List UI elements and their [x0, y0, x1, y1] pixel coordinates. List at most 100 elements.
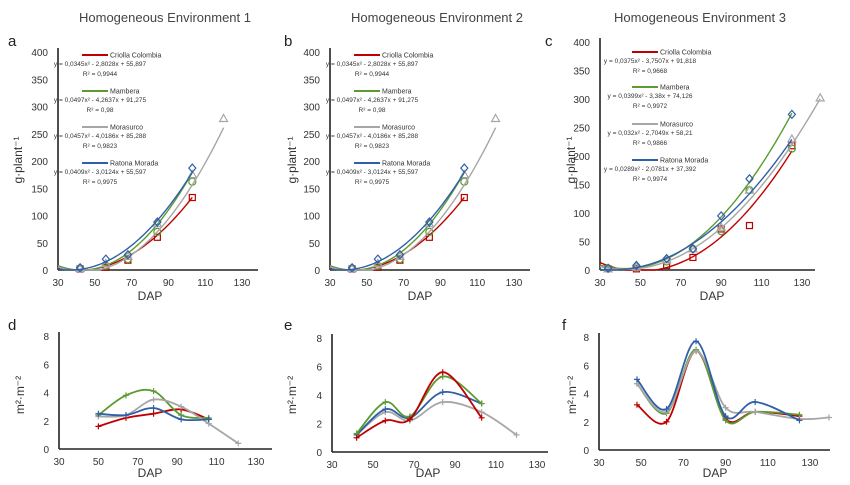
legend-label: Criolla Colombia: [110, 53, 161, 60]
chart-panel-e: e 0 2 4 6 8 30 50 70 90 110 130 DAP m²·m⁻²: [284, 317, 548, 480]
plus-marker: [353, 434, 360, 441]
x-tick-label: 30: [593, 458, 605, 469]
r-squared-label: R² = 0,9944: [355, 71, 390, 78]
series-line: [329, 127, 497, 271]
series-line: [98, 398, 239, 445]
square-marker: [689, 253, 697, 262]
y-tick-label: 150: [303, 184, 320, 195]
chart-title: Homogeneous Environment 1: [79, 10, 251, 25]
x-tick-label: 130: [234, 278, 251, 289]
x-axis-label: DAP: [408, 289, 433, 303]
r-squared-label: R² = 0,9944: [83, 71, 118, 78]
panel-letter: f: [562, 317, 567, 334]
legend-label: Mambera: [382, 89, 412, 96]
triangle-marker: [716, 222, 727, 231]
diamond-marker: [787, 109, 797, 120]
x-tick-label: 30: [324, 278, 336, 289]
series-0: [353, 399, 520, 438]
r-squared-label: R² = 0,98: [359, 107, 386, 114]
r-squared-label: R² = 0,9866: [633, 140, 668, 147]
triangle-marker: [218, 113, 229, 123]
series-line: [57, 127, 225, 271]
square-marker: [188, 193, 196, 202]
y-axis-label: m²·m⁻²: [285, 376, 299, 414]
chart-panel-f: f 0 2 4 6 8 30 50 70 90 110 130 DAP m²·m⁻²: [562, 317, 832, 480]
legend-label: Criolla Colombia: [660, 50, 711, 57]
plus-marker: [752, 398, 759, 405]
triangle-marker: [459, 169, 470, 179]
y-tick-label: 6: [583, 361, 589, 372]
circle-marker: [153, 227, 162, 236]
chart-panel-a: Homogeneous Environment 1 a 0 50 100 150 200 25…: [8, 10, 258, 303]
diamond-marker: [347, 262, 357, 273]
y-tick-label: 200: [573, 152, 590, 163]
x-axis-label: DAP: [703, 466, 728, 480]
series-line: [636, 340, 800, 422]
x-tick-label: 110: [209, 457, 225, 468]
diamond-marker: [603, 263, 613, 274]
trendline-equation: y = 0,0497x² - 4,2637x + 91,275: [326, 97, 419, 104]
series-mambera: [599, 112, 797, 273]
y-axis-label: g·plant⁻¹: [564, 136, 578, 183]
y-tick-label: 150: [31, 184, 48, 195]
series-1: [633, 346, 803, 425]
x-tick-label: 70: [675, 278, 687, 289]
legend-label: Ratona Morada: [660, 158, 708, 165]
y-tick-label: 0: [583, 446, 589, 457]
y-tick-label: 8: [583, 333, 589, 344]
x-tick-label: 130: [802, 458, 819, 469]
chart-title: Homogeneous Environment 3: [614, 10, 786, 25]
plus-marker: [406, 416, 413, 423]
trendline-equation: y = 0,0345x² - 2,8028x + 55,897: [326, 61, 419, 68]
plus-marker: [796, 417, 803, 424]
r-squared-label: R² = 0,9823: [355, 143, 390, 150]
y-tick-label: 50: [309, 239, 321, 250]
r-squared-label: R² = 0,9975: [83, 179, 118, 186]
plus-marker: [722, 404, 729, 411]
r-squared-label: R² = 0,9974: [633, 176, 668, 183]
x-tick-label: 50: [89, 278, 101, 289]
y-tick-label: 6: [316, 363, 322, 374]
legend-label: Morasurco: [382, 125, 415, 132]
x-tick-label: 50: [361, 278, 373, 289]
plus-marker: [95, 410, 102, 417]
x-tick-label: 90: [716, 278, 728, 289]
x-tick-label: 90: [172, 457, 184, 468]
y-tick-label: 0: [42, 266, 48, 277]
diamond-marker: [188, 163, 197, 173]
trendline-equation: y = 0,0409x² - 3,0124x + 55,597: [54, 169, 147, 176]
x-tick-label: 50: [367, 460, 379, 471]
plus-marker: [150, 405, 157, 412]
legend-label: Ratona Morada: [110, 161, 158, 168]
y-axis-label: g·plant⁻¹: [11, 136, 25, 183]
x-axis-label: DAP: [138, 289, 163, 303]
y-tick-label: 4: [43, 389, 49, 400]
y-tick-label: 2: [43, 417, 49, 428]
plus-marker: [693, 338, 700, 345]
circle-marker: [425, 227, 434, 236]
y-tick-label: 350: [303, 75, 320, 86]
y-tick-label: 300: [573, 95, 590, 106]
plus-marker: [663, 418, 670, 425]
plus-marker: [513, 431, 520, 438]
y-tick-label: 400: [573, 38, 590, 49]
y-tick-label: 250: [303, 130, 320, 141]
series-line: [57, 171, 193, 271]
y-tick-label: 400: [31, 48, 48, 59]
legend-label: Morasurco: [110, 125, 143, 132]
x-tick-label: 70: [678, 458, 690, 469]
diamond-marker: [123, 249, 133, 260]
y-tick-label: 300: [31, 103, 48, 114]
legend-label: Morasurco: [660, 122, 693, 129]
triangle-marker: [490, 113, 501, 123]
square-marker: [460, 193, 468, 202]
diamond-marker: [101, 254, 111, 265]
diamond-marker: [662, 253, 671, 264]
diamond-marker: [745, 173, 754, 184]
plus-marker: [663, 406, 670, 413]
r-squared-label: R² = 0,9668: [633, 68, 668, 75]
plus-marker: [382, 406, 389, 413]
y-tick-label: 300: [303, 103, 320, 114]
panel-letter: d: [8, 317, 16, 334]
